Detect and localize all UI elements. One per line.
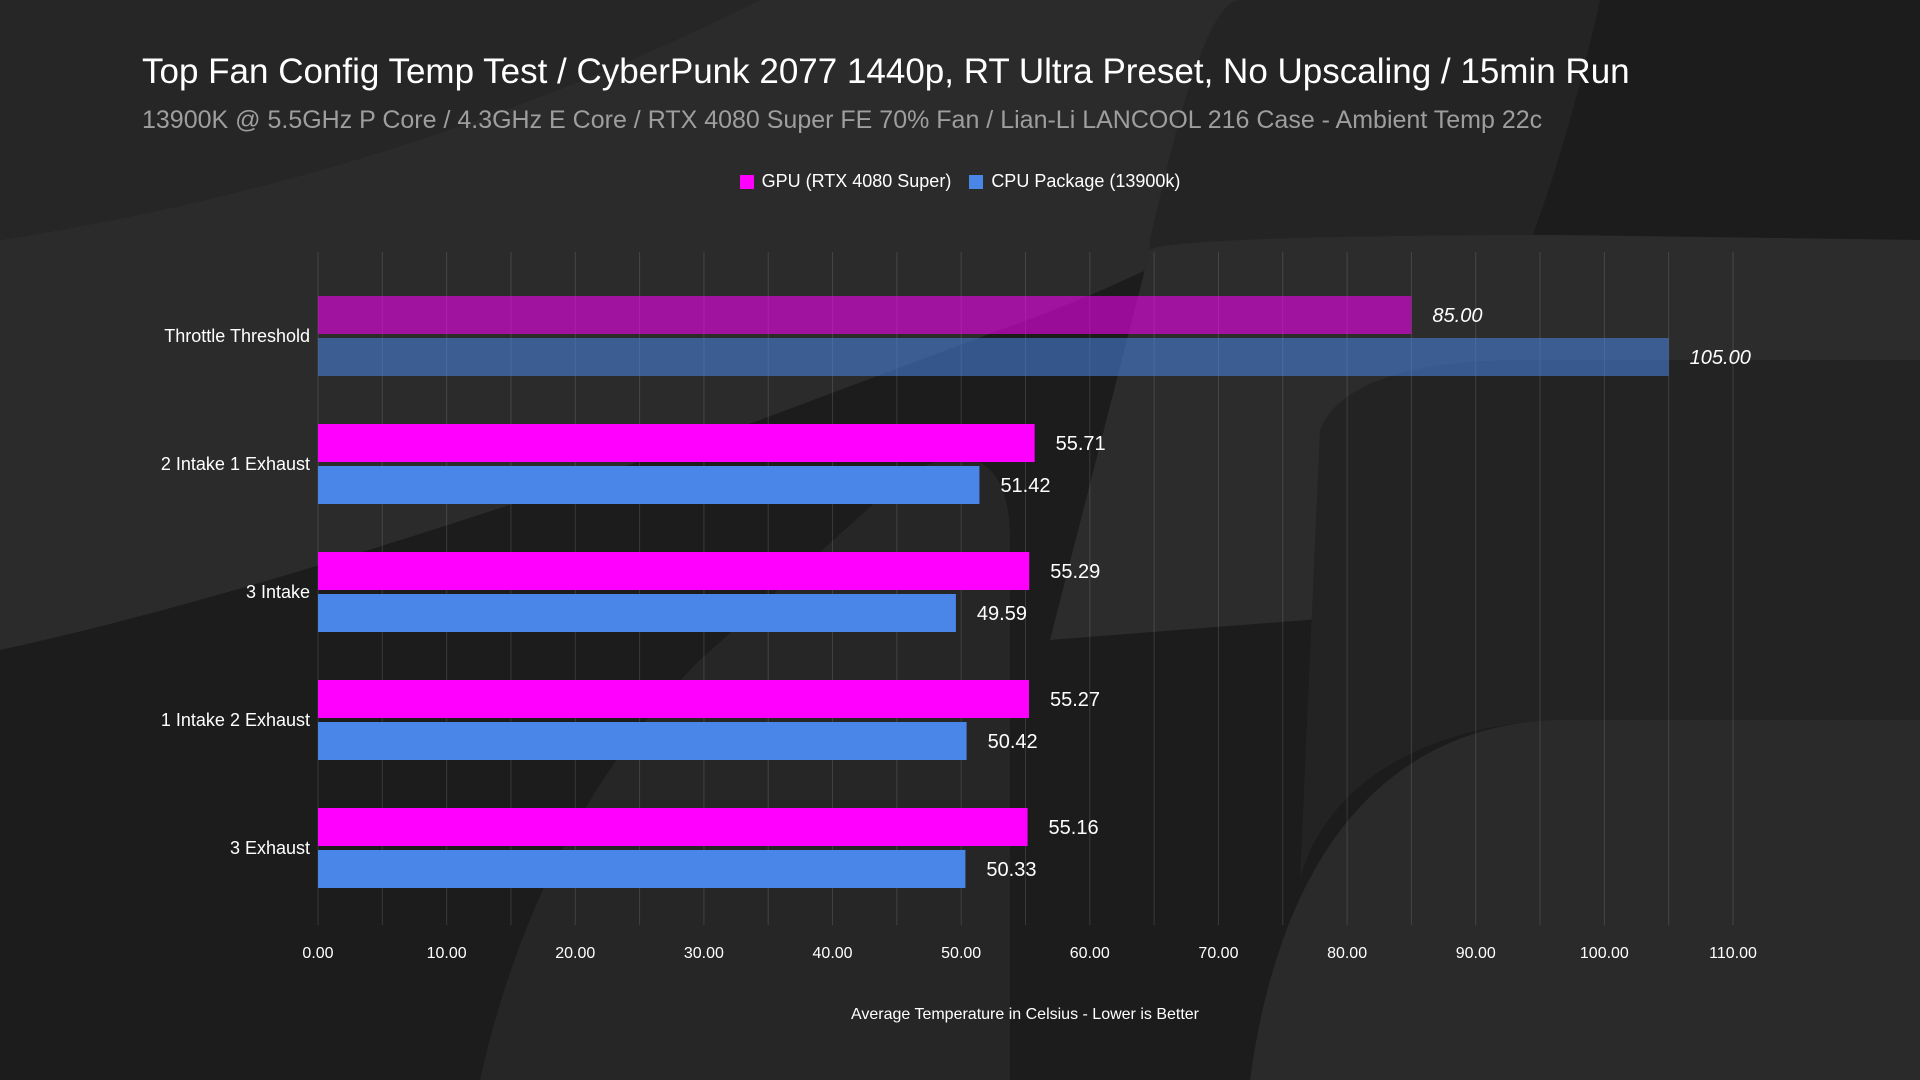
data-label-gpu-1-intake-2-exhaust: 55.27 bbox=[1050, 689, 1100, 711]
bar-cpu-1-intake-2-exhaust bbox=[318, 722, 967, 760]
x-tick-label: 0.00 bbox=[302, 945, 333, 962]
bar-gpu-3-intake bbox=[318, 552, 1030, 590]
category-label-2-intake-1-exhaust: 2 Intake 1 Exhaust bbox=[161, 454, 310, 474]
legend-label-cpu: CPU Package (13900k) bbox=[991, 171, 1181, 191]
bar-gpu-2-intake-1-exhaust bbox=[318, 424, 1035, 462]
x-tick-label: 20.00 bbox=[555, 945, 595, 962]
legend-swatch-cpu bbox=[969, 174, 984, 189]
legend-label-gpu: GPU (RTX 4080 Super) bbox=[761, 171, 952, 191]
bar-gpu-3-exhaust bbox=[318, 808, 1028, 846]
x-tick-label: 10.00 bbox=[427, 945, 467, 962]
data-label-gpu-3-exhaust: 55.16 bbox=[1049, 817, 1099, 839]
x-tick-label: 90.00 bbox=[1456, 945, 1496, 962]
x-tick-label: 100.00 bbox=[1580, 945, 1629, 962]
x-tick-label: 30.00 bbox=[684, 945, 724, 962]
category-label-throttle-threshold: Throttle Threshold bbox=[164, 326, 310, 346]
x-tick-label: 110.00 bbox=[1709, 945, 1757, 962]
bar-cpu-throttle-threshold bbox=[318, 338, 1669, 376]
legend-item-cpu: CPU Package (13900k) bbox=[969, 171, 1180, 192]
data-label-cpu-1-intake-2-exhaust: 50.42 bbox=[988, 731, 1038, 753]
data-label-gpu-3-intake: 55.29 bbox=[1050, 561, 1100, 583]
legend: GPU (RTX 4080 Super) CPU Package (13900k… bbox=[0, 171, 1920, 192]
chart-subtitle: 13900K @ 5.5GHz P Core / 4.3GHz E Core /… bbox=[142, 106, 1543, 134]
bar-cpu-3-exhaust bbox=[318, 850, 966, 888]
bar-cpu-3-intake bbox=[318, 594, 956, 632]
x-tick-label: 40.00 bbox=[813, 945, 853, 962]
category-label-1-intake-2-exhaust: 1 Intake 2 Exhaust bbox=[161, 710, 310, 730]
x-tick-label: 50.00 bbox=[941, 945, 981, 962]
bar-gpu-throttle-threshold bbox=[318, 296, 1412, 334]
bar-gpu-1-intake-2-exhaust bbox=[318, 680, 1029, 718]
category-label-3-intake: 3 Intake bbox=[246, 582, 310, 602]
legend-item-gpu: GPU (RTX 4080 Super) bbox=[739, 171, 952, 192]
x-tick-label: 80.00 bbox=[1327, 945, 1367, 962]
x-tick-label: 70.00 bbox=[1198, 945, 1238, 962]
data-label-cpu-3-intake: 49.59 bbox=[977, 603, 1027, 625]
data-label-cpu-3-exhaust: 50.33 bbox=[986, 859, 1036, 881]
data-label-cpu-2-intake-1-exhaust: 51.42 bbox=[1000, 475, 1050, 497]
data-label-cpu-throttle-threshold: 105.00 bbox=[1690, 347, 1751, 369]
category-label-3-exhaust: 3 Exhaust bbox=[230, 838, 310, 858]
data-label-gpu-2-intake-1-exhaust: 55.71 bbox=[1056, 433, 1106, 455]
legend-swatch-gpu bbox=[739, 174, 754, 189]
chart-title: Top Fan Config Temp Test / CyberPunk 207… bbox=[142, 52, 1630, 91]
x-axis-title: Average Temperature in Celsius - Lower i… bbox=[851, 1006, 1200, 1023]
bar-cpu-2-intake-1-exhaust bbox=[318, 466, 980, 504]
data-label-gpu-throttle-threshold: 85.00 bbox=[1432, 305, 1482, 327]
x-tick-label: 60.00 bbox=[1070, 945, 1110, 962]
